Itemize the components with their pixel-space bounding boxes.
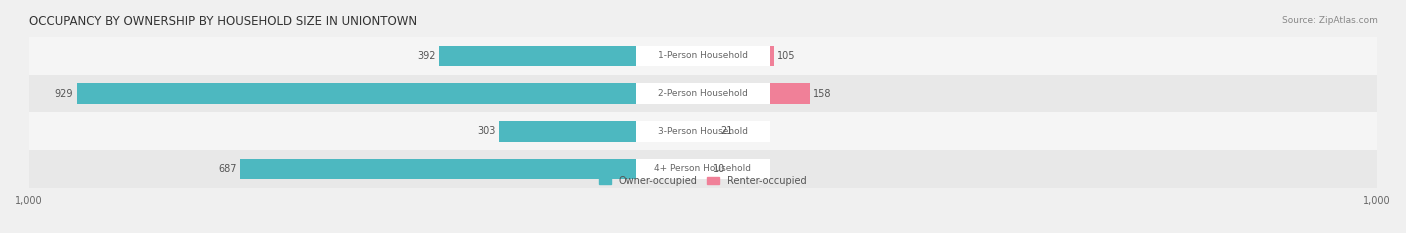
Bar	[28, 37, 1378, 75]
Bar	[28, 112, 1378, 150]
Text: 105: 105	[778, 51, 796, 61]
Text: 1-Person Household: 1-Person Household	[658, 51, 748, 60]
Bar	[439, 46, 703, 66]
Bar	[636, 158, 770, 179]
Legend: Owner-occupied, Renter-occupied: Owner-occupied, Renter-occupied	[596, 172, 810, 190]
Bar	[703, 46, 773, 66]
Bar	[636, 83, 770, 104]
Text: 10: 10	[713, 164, 725, 174]
Bar	[240, 158, 703, 179]
Bar	[636, 46, 770, 66]
Bar	[703, 121, 717, 142]
Text: Source: ZipAtlas.com: Source: ZipAtlas.com	[1282, 16, 1378, 25]
Text: 2-Person Household: 2-Person Household	[658, 89, 748, 98]
Text: 392: 392	[416, 51, 436, 61]
Text: 4+ Person Household: 4+ Person Household	[655, 164, 751, 173]
Text: 687: 687	[218, 164, 236, 174]
Bar	[636, 121, 770, 142]
Text: 3-Person Household: 3-Person Household	[658, 127, 748, 136]
Text: 303: 303	[477, 126, 495, 136]
Bar	[28, 150, 1378, 188]
Bar	[28, 75, 1378, 112]
Bar	[703, 158, 710, 179]
Text: 929: 929	[55, 89, 73, 99]
Text: 158: 158	[813, 89, 831, 99]
Bar	[703, 83, 810, 104]
Bar	[499, 121, 703, 142]
Text: 21: 21	[720, 126, 733, 136]
Text: OCCUPANCY BY OWNERSHIP BY HOUSEHOLD SIZE IN UNIONTOWN: OCCUPANCY BY OWNERSHIP BY HOUSEHOLD SIZE…	[28, 15, 418, 28]
Bar	[77, 83, 703, 104]
